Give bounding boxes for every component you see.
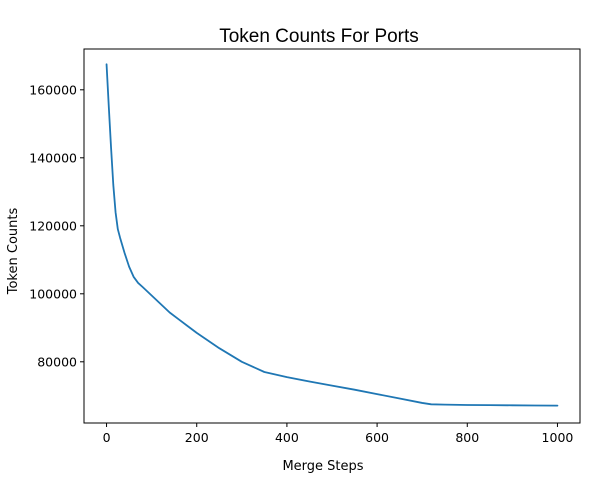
y-tick-label: 160000: [29, 82, 77, 97]
x-tick-label: 0: [103, 430, 111, 445]
x-tick-label: 1000: [542, 430, 574, 445]
x-axis: 0 200 400 600 800 1000: [103, 423, 574, 445]
y-tick-label: 80000: [37, 354, 77, 369]
chart-title: Token Counts For Ports: [219, 26, 419, 47]
y-tick-label: 120000: [29, 218, 77, 233]
y-axis: 80000 100000 120000 140000 160000: [29, 82, 84, 369]
x-tick-label: 200: [185, 430, 209, 445]
x-tick-label: 600: [365, 430, 389, 445]
x-tick-label: 800: [455, 430, 479, 445]
x-axis-label: Merge Steps: [282, 459, 363, 474]
y-tick-label: 140000: [29, 150, 77, 165]
plot-frame: [83, 48, 581, 424]
series-line: [105, 63, 559, 407]
y-tick-label: 100000: [29, 286, 77, 301]
x-tick-label: 400: [275, 430, 299, 445]
y-axis-label: Token Counts: [6, 208, 21, 296]
